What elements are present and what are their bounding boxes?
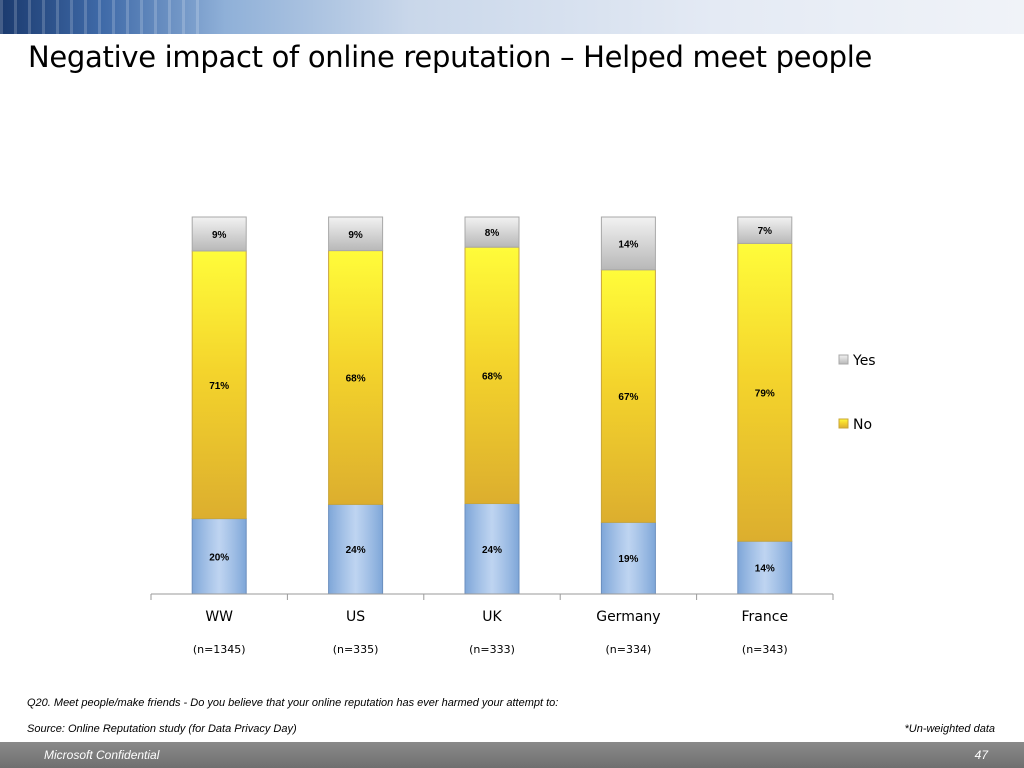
data-label-france-series-1: 14% [755,564,775,575]
sample-size-uk: (n=333) [469,643,515,656]
bar-sheen-uk [465,503,519,594]
data-label-germany-yes: 14% [618,239,638,250]
data-label-germany-series-1: 19% [618,554,638,565]
data-label-france-yes: 7% [758,226,773,237]
bar-us-yes [328,216,384,252]
sample-size-france: (n=343) [742,643,788,656]
sample-size-ww: (n=1345) [193,643,246,656]
data-label-ww-series-1: 20% [209,552,229,563]
bar-sheen-ww [192,518,247,594]
category-label-germany: Germany [596,609,660,625]
confidential-label: Microsoft Confidential [44,748,160,762]
bar-sheen-france [737,541,792,594]
data-label-germany-no: 67% [618,392,638,403]
header-banner-decoration [0,0,200,34]
slide-title: Negative impact of online reputation – H… [28,40,873,74]
footer-bar: Microsoft Confidential 47 [0,742,1024,768]
data-label-ww-no: 71% [209,381,229,392]
data-label-us-no: 68% [346,374,366,385]
data-label-uk-series-1: 24% [482,545,502,556]
legend-label-yes: Yes [852,353,876,369]
legend-swatch-yes [838,354,849,365]
bar-france-no [737,242,793,542]
data-label-us-yes: 9% [348,230,363,241]
data-label-ww-yes: 9% [212,230,227,241]
bar-ww-no [191,250,247,520]
bar-ww-yes [191,216,247,252]
sample-size-germany: (n=334) [606,643,652,656]
data-label-us-series-1: 24% [346,545,366,556]
legend-swatch-no [838,418,849,429]
category-label-ww: WW [205,609,233,625]
category-label-uk: UK [482,609,502,625]
sample-size-us: (n=335) [333,643,379,656]
data-label-uk-yes: 8% [485,228,500,239]
data-label-uk-no: 68% [482,371,502,382]
header-banner [0,0,1024,34]
bar-sheen-us [328,504,383,594]
page-number: 47 [974,748,988,762]
legend-label-no: No [853,417,872,433]
bar-uk-no [464,246,520,505]
bar-sheen-germany [601,522,656,594]
unweighted-note: *Un-weighted data [904,723,995,735]
source-footnote: Source: Online Reputation study (for Dat… [27,723,297,735]
question-footnote: Q20. Meet people/make friends - Do you b… [27,697,559,709]
data-label-france-no: 79% [755,388,775,399]
category-label-us: US [346,609,365,625]
category-label-france: France [742,609,789,625]
bar-us-no [328,250,384,505]
bar-france-yes [737,216,793,244]
bar-germany-yes [600,216,656,271]
bar-uk-yes [464,216,520,248]
